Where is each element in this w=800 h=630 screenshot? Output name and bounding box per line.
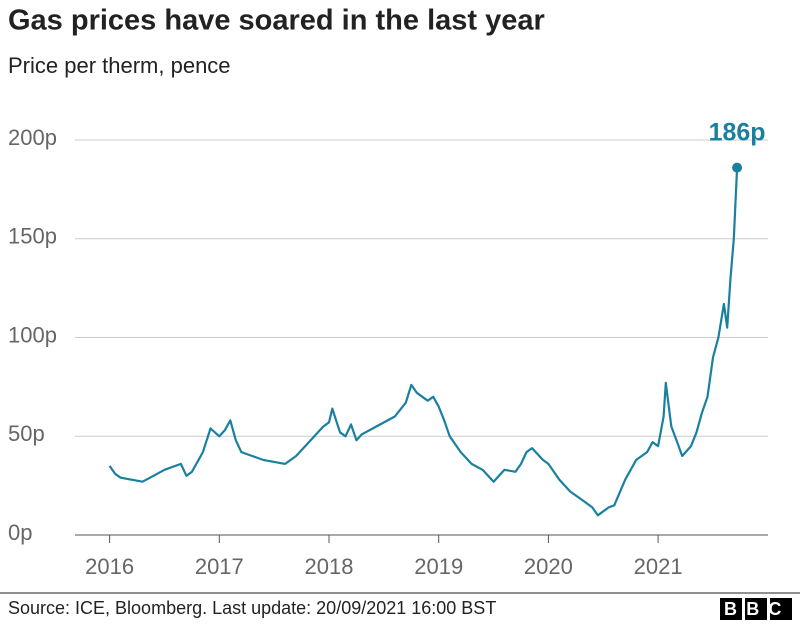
end-point (732, 162, 743, 173)
x-tick-label: 2019 (414, 554, 463, 579)
x-tick-label: 2021 (634, 554, 683, 579)
logo-box (745, 598, 767, 620)
value-label: 186p (709, 118, 766, 146)
logo-box (720, 598, 742, 620)
logo-text: BBC (724, 599, 791, 619)
y-tick-label: 100p (8, 322, 57, 347)
chart-title: Gas prices have soared in the last year (8, 5, 545, 37)
x-tick-label: 2017 (195, 554, 244, 579)
y-tick-label: 200p (8, 125, 57, 150)
x-tick-label: 2018 (305, 554, 354, 579)
source: Source: ICE, Bloomberg. Last update: 20/… (8, 598, 496, 618)
y-tick-label: 150p (8, 224, 57, 249)
x-tick-label: 2020 (524, 554, 573, 579)
logo: BBC (720, 598, 792, 620)
x-tick-label: 2016 (85, 554, 134, 579)
y-tick-label: 0p (8, 520, 32, 545)
y-tick-label: 50p (8, 421, 45, 446)
line (108, 167, 739, 517)
chart-subtitle: Price per therm, pence (8, 53, 231, 78)
logo-box (770, 598, 792, 620)
